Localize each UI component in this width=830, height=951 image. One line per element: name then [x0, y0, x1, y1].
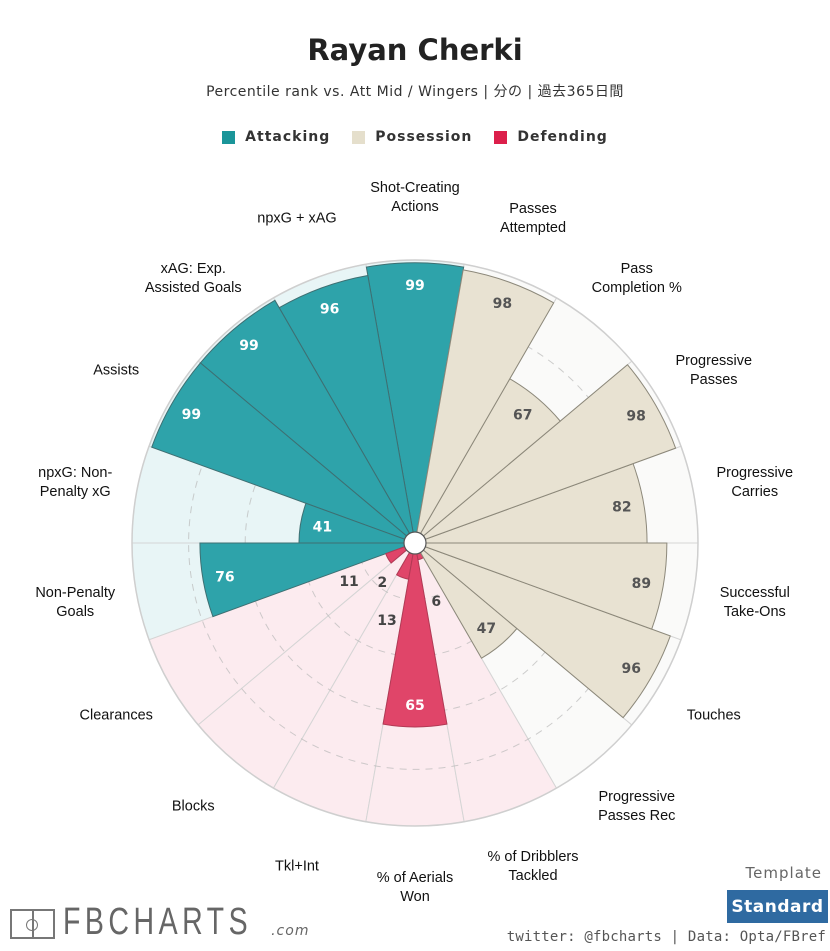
legend-swatch-attacking: [222, 130, 236, 144]
bar-assists: [151, 362, 416, 544]
category-label: Touches: [686, 707, 741, 723]
legend-swatch-possession: [352, 130, 366, 144]
category-label: xAG: Exp. Assisted Goals: [144, 260, 242, 296]
footer-credit: twitter: @fbcharts | Data: Opta/FBref: [506, 929, 826, 945]
value-label: 47: [477, 621, 496, 637]
logo-domain: .com: [271, 923, 310, 939]
legend-label: Possession: [375, 129, 473, 145]
category-label: Progressive Carries: [716, 465, 794, 501]
category-label: Progressive Passes Rec: [598, 789, 676, 825]
value-label: 6: [431, 594, 441, 610]
fbcharts-logo: FBCHARTS .com: [10, 901, 310, 943]
value-label: 41: [313, 520, 332, 536]
value-label: 99: [182, 407, 201, 423]
category-label: Shot-Creating Actions: [370, 180, 460, 215]
value-label: 96: [320, 301, 339, 317]
bar--of-aerials-won: [382, 542, 448, 728]
category-label: % of Dribblers Tackled: [487, 849, 579, 885]
value-label: 2: [378, 575, 388, 591]
category-label: Passes Attempted: [499, 200, 567, 236]
legend-item-attacking: Attacking: [222, 129, 330, 145]
legend-item-defending: Defending: [494, 129, 607, 145]
legend-item-possession: Possession: [352, 129, 472, 145]
bar-touches: [414, 542, 671, 719]
template-label: Template: [745, 864, 822, 882]
category-label: Clearances: [79, 707, 153, 723]
value-label: 98: [626, 408, 645, 424]
value-label: 98: [493, 296, 512, 312]
category-label: Pass Completion %: [591, 260, 682, 296]
category-label: Assists: [93, 362, 140, 378]
value-label: 99: [405, 278, 424, 294]
value-label: 76: [215, 570, 234, 586]
legend-swatch-defending: [494, 130, 508, 144]
category-label: Non-Penalty Goals: [35, 584, 116, 620]
category-label: % of Aerials Won: [376, 870, 454, 905]
logo-text: FBCHARTS: [63, 901, 253, 943]
value-label: 13: [377, 613, 396, 629]
value-label: 82: [612, 500, 631, 516]
category-label: Blocks: [171, 798, 215, 815]
value-label: 96: [621, 661, 640, 677]
template-standard-button[interactable]: Standard: [727, 890, 828, 923]
category-label: Progressive Passes: [675, 352, 753, 388]
bar-passes-attempted: [414, 269, 555, 544]
bar-successful-take-ons: [414, 542, 668, 630]
bar-shot-creating-actions: [365, 262, 465, 544]
pitch-icon: [10, 909, 55, 939]
value-label: 11: [339, 574, 358, 590]
value-label: 99: [239, 338, 258, 354]
category-label: npxG + xAG: [257, 210, 337, 227]
category-label: Successful Take-Ons: [719, 584, 790, 620]
center-hole: [403, 531, 427, 555]
value-label: 89: [632, 576, 651, 592]
category-label: npxG: Non- Penalty xG: [38, 465, 113, 501]
grid-ring: [131, 259, 699, 827]
chart-subtitle: Percentile rank vs. Att Mid / Wingers | …: [206, 84, 624, 100]
category-label: Tkl+Int: [275, 858, 319, 875]
chart-title: Rayan Cherki: [307, 33, 523, 67]
legend-label: Attacking: [245, 129, 331, 145]
bar-progressive-passes: [414, 364, 677, 544]
legend: Attacking Possession Defending: [0, 129, 830, 145]
value-label: 65: [405, 698, 424, 714]
bar-non-penalty-goals: [199, 542, 416, 618]
value-label: 67: [513, 408, 532, 424]
legend-label: Defending: [517, 129, 608, 145]
